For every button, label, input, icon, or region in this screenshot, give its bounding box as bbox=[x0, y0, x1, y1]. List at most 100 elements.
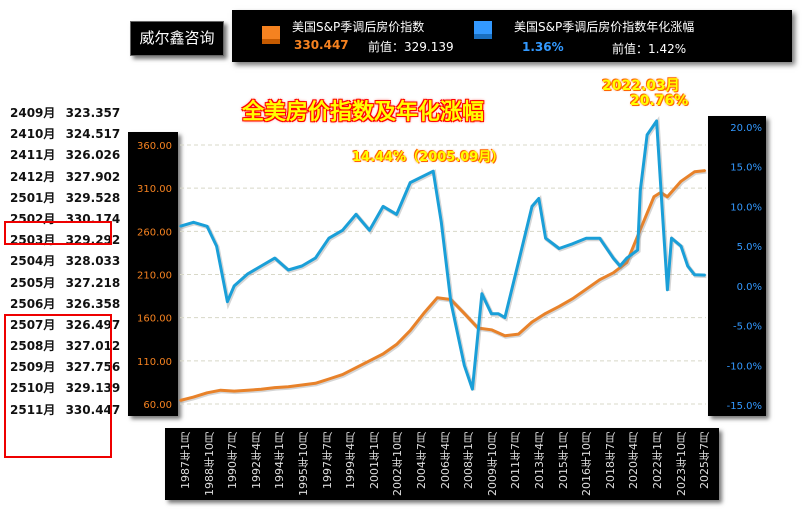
index-point bbox=[585, 288, 587, 290]
index-point bbox=[490, 328, 493, 331]
right-axis bbox=[708, 116, 766, 416]
yoy-point bbox=[233, 285, 235, 287]
left-tick-label: 310.00 bbox=[137, 184, 172, 195]
index-point bbox=[382, 353, 384, 355]
legend-name-index: 美国S&P季调后房价指数 bbox=[292, 20, 425, 34]
index-point bbox=[301, 384, 303, 386]
right-tick-label: 10.0% bbox=[730, 202, 762, 213]
series-shadow bbox=[180, 169, 707, 404]
row-month: 2509月 bbox=[10, 360, 56, 375]
legend-swatch-yoy bbox=[474, 21, 492, 39]
legend-prev-index: 329.139 bbox=[404, 40, 454, 54]
yoy-point bbox=[619, 265, 621, 267]
index-point bbox=[341, 373, 344, 376]
row-value: 326.358 bbox=[61, 296, 121, 311]
highlight-box-2502 bbox=[4, 221, 112, 245]
table-row: 2411月 326.026 bbox=[6, 145, 120, 166]
row-value: 327.902 bbox=[61, 169, 121, 184]
yoy-point bbox=[625, 257, 628, 259]
index-point bbox=[179, 399, 181, 402]
right-tick-label: 15.0% bbox=[730, 163, 762, 174]
row-value: 327.756 bbox=[61, 360, 121, 375]
yoy-point bbox=[686, 265, 689, 267]
yoy-point bbox=[179, 225, 181, 228]
row-month: 2505月 bbox=[10, 275, 56, 290]
yoy-point bbox=[395, 213, 398, 216]
table-row: 2506月 326.358 bbox=[6, 294, 120, 315]
index-point bbox=[693, 170, 696, 173]
legend-prev-label: 前值： bbox=[368, 40, 405, 54]
table-row: 2511月 330.447 bbox=[6, 400, 120, 421]
yoy-point bbox=[544, 237, 547, 239]
index-point bbox=[504, 334, 506, 337]
yoy-point bbox=[670, 237, 673, 239]
annotation-2022-value: 20.76% bbox=[630, 93, 689, 109]
row-value: 324.517 bbox=[61, 127, 121, 142]
yoy-point bbox=[260, 265, 263, 267]
yoy-point bbox=[287, 269, 290, 271]
index-point bbox=[517, 333, 520, 335]
yoy-point bbox=[246, 273, 249, 275]
row-value: 329.139 bbox=[61, 381, 121, 396]
index-point bbox=[666, 196, 669, 198]
legend-panel: 美国S&P季调后房价指数 330.447 前值：329.139 美国S&P季调后… bbox=[232, 10, 792, 62]
brand-label: 威尔鑫咨询 bbox=[130, 21, 224, 56]
table-row: 2510月 329.139 bbox=[6, 378, 120, 399]
yoy-point bbox=[531, 205, 533, 208]
table-row: 2509月 327.756 bbox=[6, 357, 120, 378]
right-tick-label: -10.0% bbox=[727, 361, 762, 372]
yoy-point bbox=[636, 249, 639, 251]
yoy-point bbox=[646, 134, 648, 136]
right-tick-label: 0.0% bbox=[737, 282, 762, 293]
yoy-point bbox=[693, 273, 696, 276]
legend-value-yoy: 1.36% bbox=[522, 40, 564, 54]
yoy-point bbox=[355, 213, 357, 216]
yoy-point bbox=[680, 245, 682, 247]
index-point bbox=[219, 389, 222, 391]
index-point bbox=[558, 305, 560, 308]
index-point bbox=[368, 360, 371, 362]
annotation-2005-peak: 14.44%（2005.09月） bbox=[352, 150, 505, 165]
right-tick-label: -5.0% bbox=[733, 322, 762, 333]
yoy-point bbox=[598, 237, 601, 239]
yoy-point bbox=[558, 247, 560, 250]
yoy-point bbox=[301, 265, 303, 267]
left-tick-label: 160.00 bbox=[137, 314, 172, 325]
index-point bbox=[314, 382, 317, 385]
yoy-point bbox=[571, 242, 574, 245]
yoy-point bbox=[612, 257, 615, 259]
legend-prev-yoy: 1.42% bbox=[648, 42, 687, 56]
row-month: 2411月 bbox=[10, 148, 56, 163]
yoy-point bbox=[655, 120, 658, 122]
row-month: 2412月 bbox=[10, 169, 56, 184]
chart-title: 全美房价指数及年化涨幅 bbox=[242, 100, 485, 125]
index-point bbox=[531, 321, 533, 323]
row-value: 327.218 bbox=[61, 275, 121, 290]
yoy-point bbox=[368, 229, 371, 232]
index-point bbox=[246, 389, 249, 391]
row-value: 330.447 bbox=[61, 402, 121, 417]
yoy-point bbox=[328, 237, 330, 239]
yoy-point bbox=[704, 274, 707, 276]
right-tick-label: 20.0% bbox=[730, 123, 762, 134]
row-value: 327.012 bbox=[61, 339, 121, 354]
highlight-box-2506-2511 bbox=[4, 314, 112, 458]
table-row: 2501月 329.528 bbox=[6, 188, 120, 209]
index-point bbox=[395, 343, 398, 346]
table-row: 2508月 327.012 bbox=[6, 336, 120, 357]
yoy-point bbox=[226, 300, 229, 303]
index-point bbox=[544, 312, 547, 315]
yoy-point bbox=[449, 300, 452, 303]
index-point bbox=[680, 180, 682, 183]
legend-name-yoy: 美国S&P季调后房价指数年化涨幅 bbox=[514, 20, 695, 34]
yoy-point bbox=[639, 189, 642, 192]
yoy-point bbox=[440, 221, 443, 224]
row-value: 326.497 bbox=[61, 317, 121, 332]
yoy-point bbox=[497, 312, 499, 315]
yoy-point bbox=[585, 237, 587, 239]
left-tick-label: 260.00 bbox=[137, 227, 172, 238]
legend-value-index: 330.447 bbox=[294, 38, 349, 52]
yoy-point bbox=[314, 257, 317, 259]
row-month: 2507月 bbox=[10, 317, 56, 332]
